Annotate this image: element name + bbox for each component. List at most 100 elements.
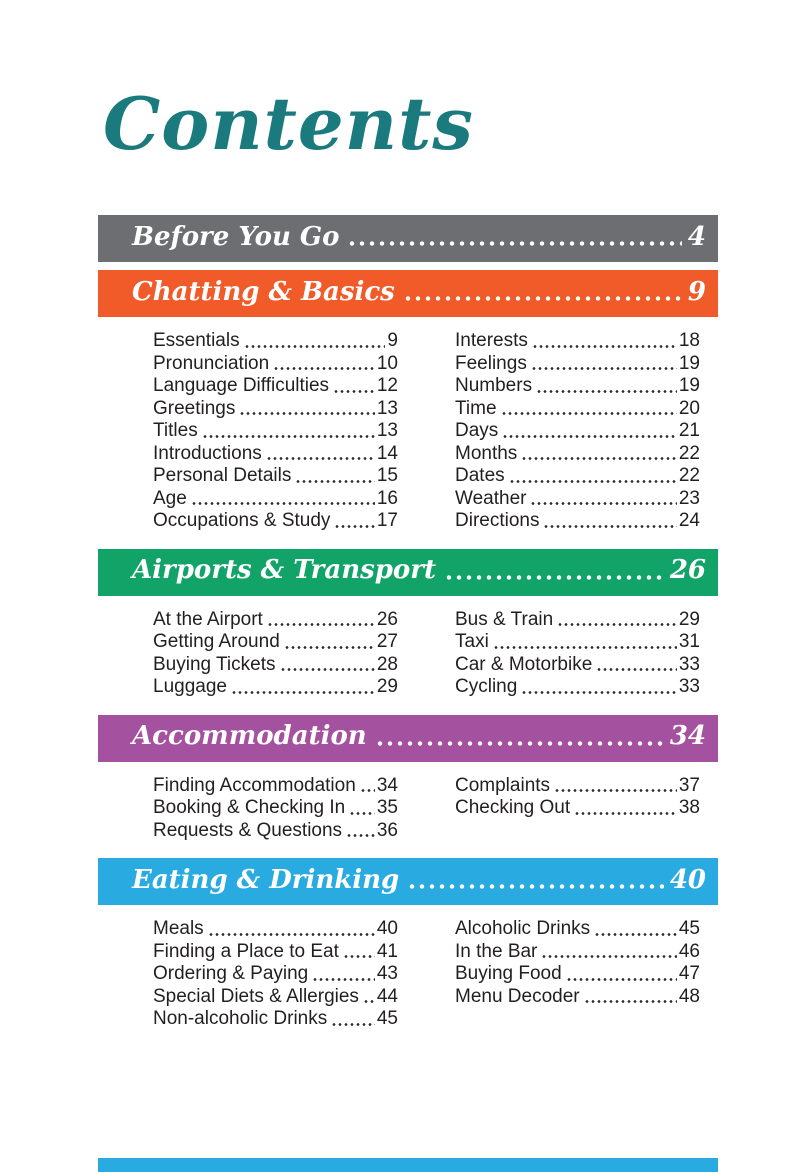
toc-entry-page: 17: [376, 510, 398, 531]
sections-container: Before You Go 4 Chatting & Basics 9 Essentia…: [98, 215, 718, 1047]
dot-leader: [521, 457, 677, 460]
toc-entry-label: Luggage: [153, 676, 227, 697]
dot-leader: [500, 412, 677, 415]
toc-entry-label: Numbers: [455, 375, 533, 396]
toc-entry-label: Getting Around: [153, 631, 280, 652]
dot-leader: [557, 623, 677, 626]
entry-column-left: At the Airport 26 Getting Around 27 Buying T…: [153, 609, 398, 699]
toc-entry-label: Requests & Questions: [153, 819, 343, 841]
dot-leader: [554, 789, 677, 792]
toc-entry-label: Interests: [455, 330, 528, 351]
section-entry-columns: At the Airport 26 Getting Around 27 Buying T…: [153, 609, 718, 699]
dot-leader: [207, 932, 375, 936]
dot-leader: [530, 367, 677, 370]
toc-entry: Luggage 29: [153, 676, 398, 699]
toc-entry: Age 16: [153, 488, 398, 511]
toc-entry-label: Time: [455, 397, 497, 419]
toc-entry-page: 46: [678, 940, 700, 962]
toc-entry: Non-alcoholic Drinks 45: [153, 1008, 398, 1031]
dot-leader: [266, 623, 375, 626]
section-banner: Eating & Drinking 40: [98, 858, 718, 905]
toc-entry-page: 43: [376, 963, 398, 984]
entry-column-left: Essentials 9 Pronunciation 10 Language Diffi…: [153, 330, 398, 533]
section-page-number: 4: [687, 221, 706, 252]
section-entry-columns: Finding Accommodation 34 Booking & Checkin…: [153, 775, 718, 843]
toc-entry: Complaints 37: [455, 775, 700, 798]
toc-entry: Finding a Place to Eat 41: [153, 941, 398, 964]
toc-entry-page: 47: [678, 963, 700, 984]
toc-entry: Car & Motorbike 33: [455, 654, 700, 677]
dot-leader: [508, 479, 677, 483]
toc-entry-page: 27: [376, 631, 398, 652]
section-title: Before You Go: [132, 221, 340, 252]
section-page-number: 9: [687, 276, 706, 307]
toc-entry: Occupations & Study 17: [153, 510, 398, 533]
dot-leader: [230, 690, 375, 694]
toc-entry: Numbers 19: [455, 375, 700, 398]
toc-entry: Time 20: [455, 398, 700, 421]
toc-entry-page: 40: [376, 918, 398, 939]
toc-entry: Weather 23: [455, 488, 700, 511]
toc-entry: Finding Accommodation 34: [153, 775, 398, 798]
toc-entry: At the Airport 26: [153, 609, 398, 632]
section-banner: Before You Go 4: [98, 215, 718, 262]
dot-leader: [243, 344, 386, 348]
toc-entry: Pronunciation 10: [153, 353, 398, 376]
toc-entry-label: Bus & Train: [455, 608, 554, 630]
section-page-number: 26: [669, 555, 706, 585]
toc-entry-label: Booking & Checking In: [153, 797, 346, 818]
toc-entry-label: Dates: [455, 465, 505, 486]
toc-entry-label: Alcoholic Drinks: [455, 918, 591, 939]
toc-section: Before You Go 4: [98, 215, 718, 262]
dot-leader: [265, 457, 375, 460]
toc-entry-label: Ordering & Paying: [153, 963, 309, 984]
toc-entry-label: Age: [153, 487, 187, 509]
toc-entry-page: 29: [376, 676, 398, 697]
toc-entry-page: 16: [376, 487, 398, 509]
toc-entry-label: Feelings: [455, 352, 527, 374]
toc-entry: Directions 24: [455, 510, 700, 533]
toc-entry-page: 15: [376, 465, 398, 486]
dot-leader: [342, 955, 375, 958]
dot-leader: [492, 645, 677, 649]
dot-leader: [536, 389, 677, 393]
dot-leader: [530, 502, 677, 505]
toc-entry-page: 19: [678, 375, 700, 396]
toc-entry-page: 36: [376, 819, 398, 841]
dot-leader: [239, 412, 375, 415]
dot-leader: [333, 389, 375, 393]
toc-entry-page: 18: [678, 330, 700, 351]
toc-entry-page: 45: [678, 918, 700, 939]
toc-section: Eating & Drinking 40 Meals 40 Finding a Plac…: [98, 858, 718, 1031]
toc-entry: Days 21: [455, 420, 700, 443]
toc-entry-label: Introductions: [153, 442, 262, 464]
toc-entry: Feelings 19: [455, 353, 700, 376]
toc-entry: Checking Out 38: [455, 797, 700, 820]
toc-entry-page: 38: [678, 797, 700, 818]
dot-leader: [349, 811, 375, 815]
toc-entry: Requests & Questions 36: [153, 820, 398, 843]
next-section-banner-partial: [98, 1158, 718, 1172]
section-title: Eating & Drinking: [132, 864, 400, 895]
toc-entry-label: Meals: [153, 918, 204, 939]
entry-column-right: Complaints 37 Checking Out 38: [455, 775, 700, 843]
toc-entry: Cycling 33: [455, 676, 700, 699]
dot-leader: [543, 524, 677, 528]
toc-entry: Alcoholic Drinks 45: [455, 918, 700, 941]
section-title: Accommodation: [132, 721, 367, 751]
toc-entry-label: Months: [455, 442, 518, 464]
toc-entry: Bus & Train 29: [455, 609, 700, 632]
dot-leader: [273, 367, 375, 370]
toc-entry: Personal Details 15: [153, 465, 398, 488]
entry-column-right: Interests 18 Feelings 19 Numbers 19 Time 20 Days…: [455, 330, 700, 533]
section-page-number: 40: [669, 864, 706, 895]
dot-leader: [346, 834, 375, 837]
dot-leader: [583, 1000, 677, 1003]
toc-entry-page: 10: [376, 352, 398, 374]
toc-entry-page: 24: [678, 510, 700, 531]
dot-leader: [283, 645, 375, 649]
dot-leader: [312, 977, 375, 981]
toc-entry-page: 31: [678, 631, 700, 652]
section-banner: Accommodation 34: [98, 714, 718, 762]
